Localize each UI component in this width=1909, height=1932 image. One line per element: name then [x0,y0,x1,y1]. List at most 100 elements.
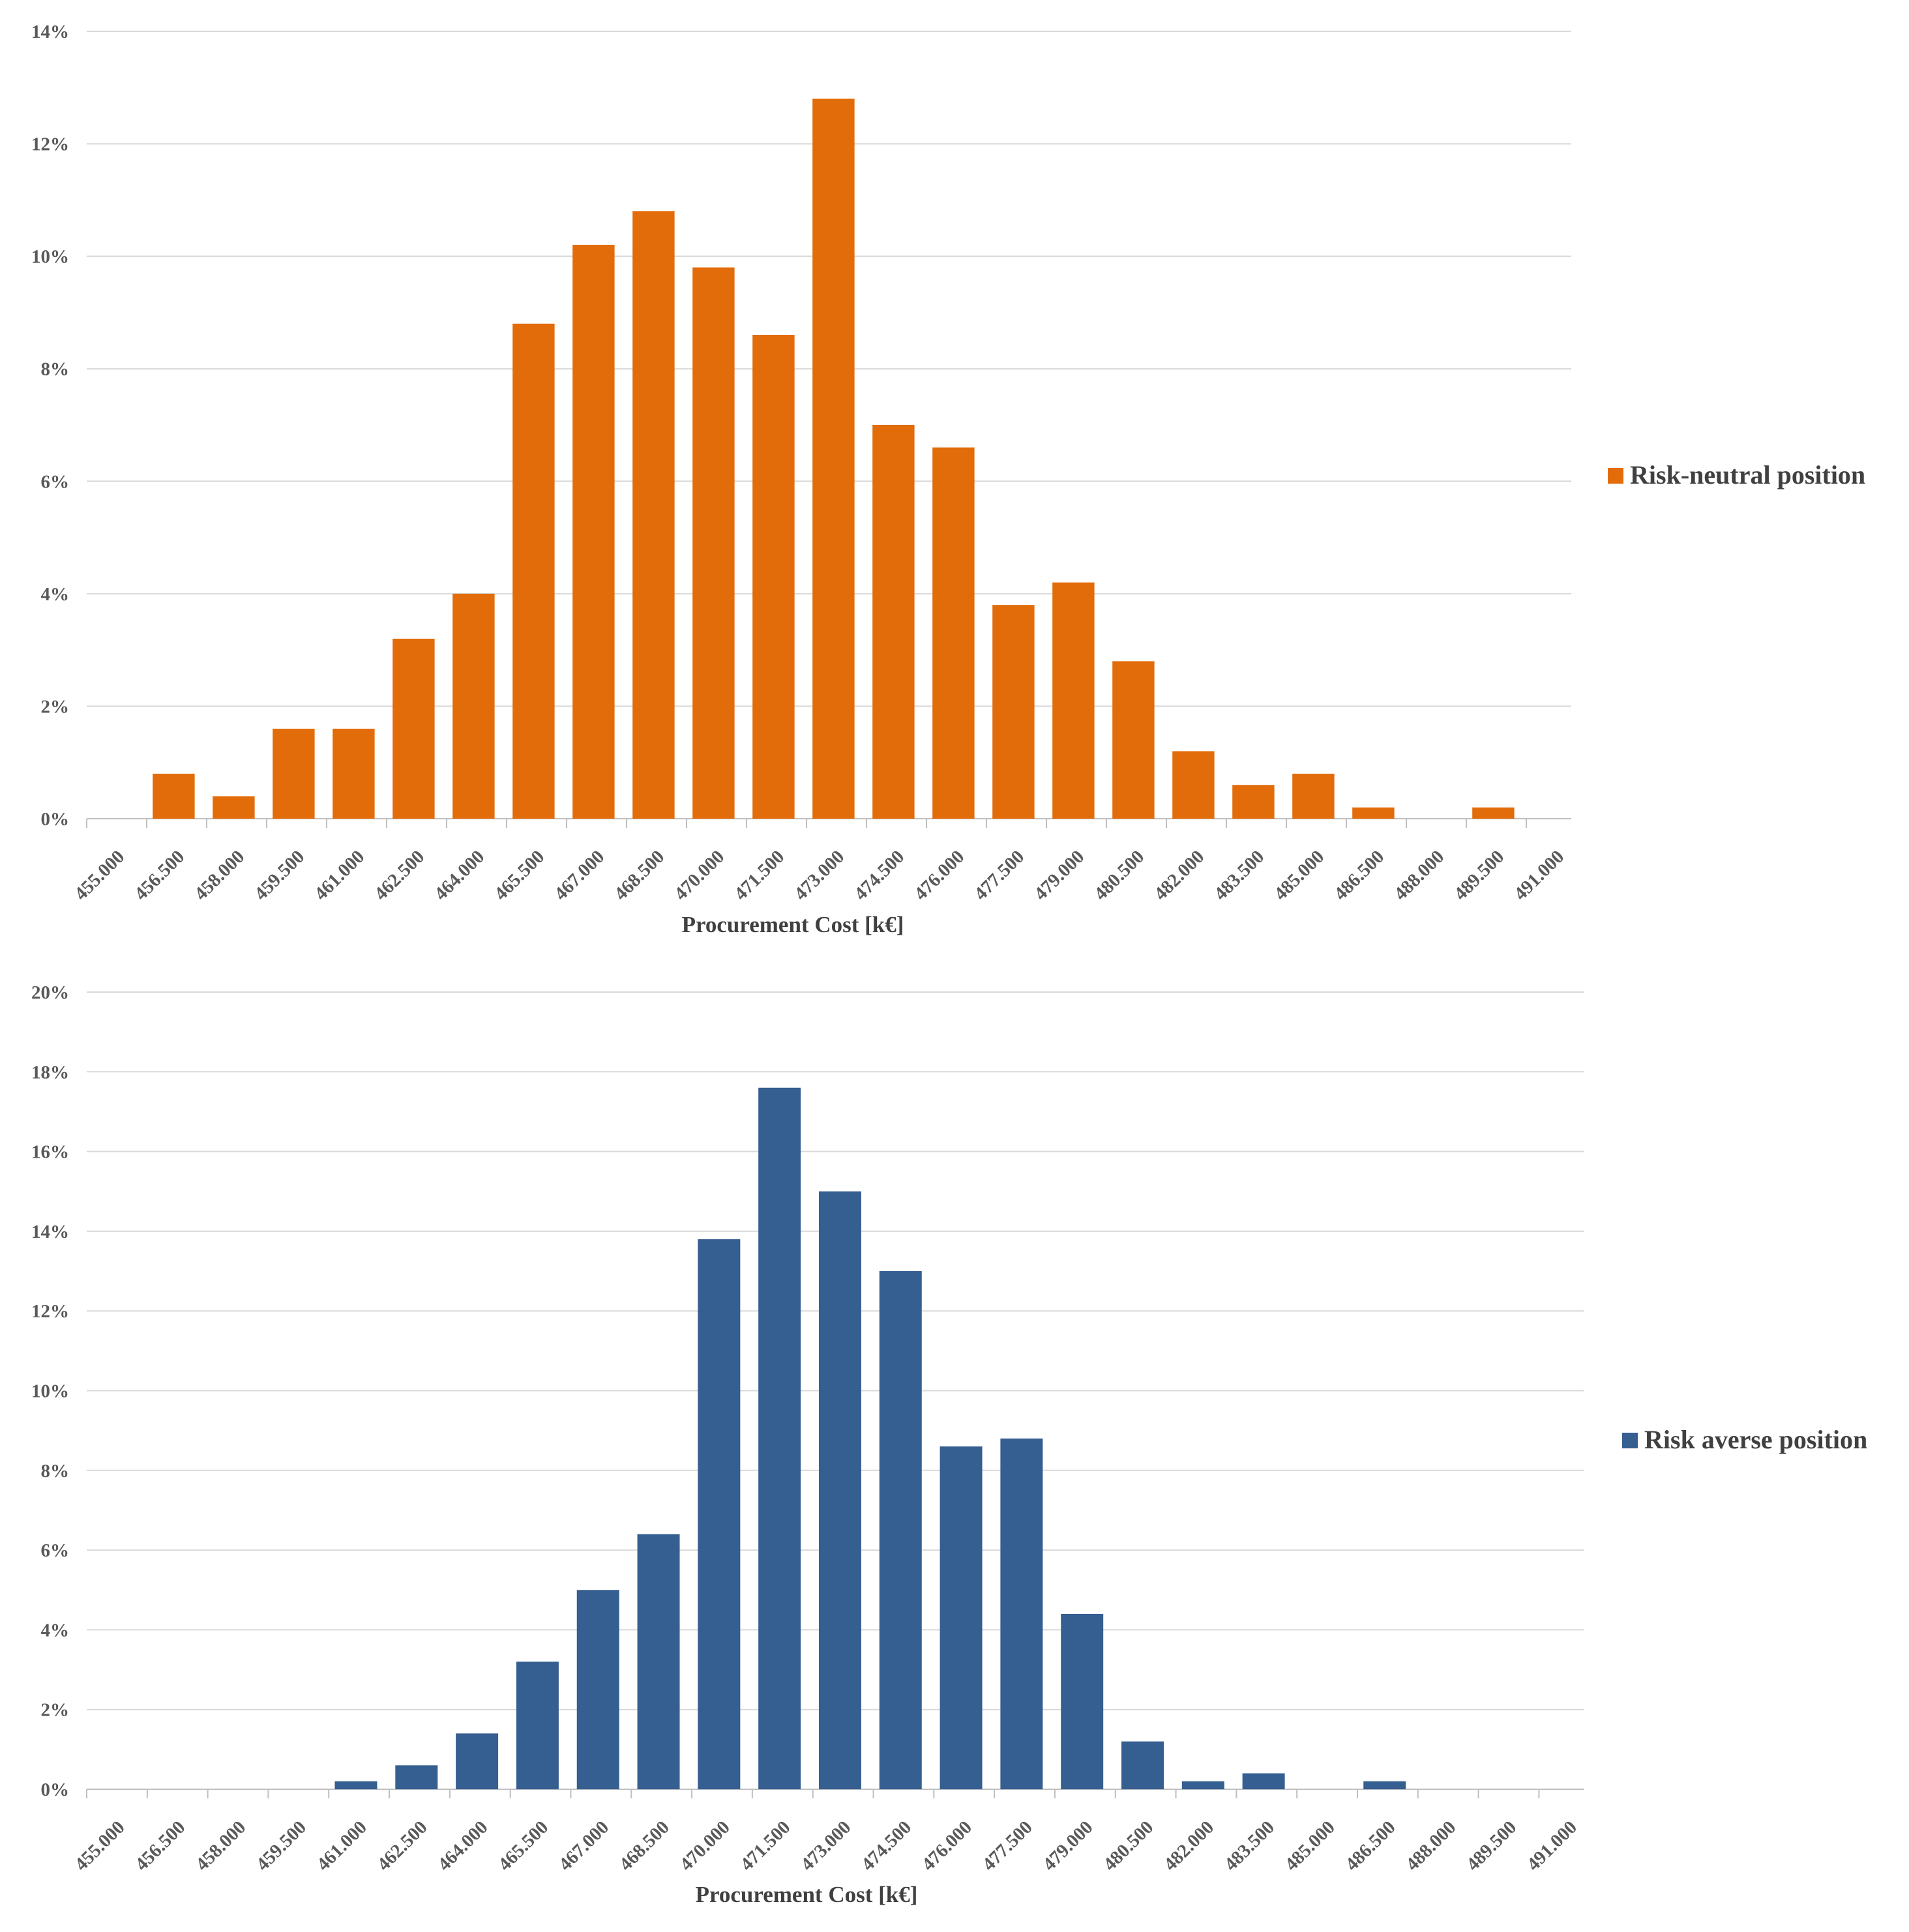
bar [213,796,255,819]
x-tick-label: 477.500 [970,846,1028,904]
bar [1242,1773,1285,1789]
y-tick-label: 8% [41,359,70,380]
y-tick-label: 4% [41,1620,70,1641]
bar [818,1191,861,1789]
x-tick-label: 462.500 [373,1817,431,1875]
x-tick-label: 476.000 [910,846,968,904]
x-tick-label: 456.500 [131,1817,189,1875]
bar [932,447,975,819]
x-tick-label: 485.000 [1270,846,1328,904]
bar [1292,773,1335,819]
bar [452,593,495,819]
x-tick-label: 477.500 [979,1817,1037,1875]
bar [758,1087,801,1789]
y-tick-label: 0% [41,809,70,830]
x-tick-label: 489.500 [1462,1817,1520,1875]
bar [1472,807,1515,819]
bar [1172,751,1215,819]
legend-label: Risk-neutral position [1630,460,1865,490]
x-tick-label: 467.000 [555,1817,613,1875]
x-tick-label: 464.000 [434,1817,492,1875]
x-tick-label: 471.500 [730,846,788,904]
y-tick-label: 16% [31,1142,69,1163]
y-tick-label: 12% [31,134,69,155]
bar [516,1661,559,1789]
x-tick-label: 486.500 [1330,846,1388,904]
legend-swatch [1608,468,1623,484]
x-tick-label: 459.500 [250,846,308,904]
bar [334,1781,377,1789]
y-tick-label: 14% [31,22,69,42]
x-tick-label: 459.500 [252,1817,310,1875]
bar [392,638,435,819]
bar [752,334,795,819]
legend-label: Risk averse position [1644,1425,1867,1454]
bar [1363,1781,1406,1789]
x-tick-label: 468.500 [610,846,668,904]
x-tick-label: 470.000 [676,1817,734,1875]
y-tick-label: 20% [31,982,69,1003]
bar [1061,1613,1104,1789]
bar [1181,1781,1224,1789]
y-tick-label: 12% [31,1301,69,1322]
bar [1121,1741,1164,1789]
y-tick-label: 6% [41,471,70,492]
x-tick-label: 464.000 [430,846,488,904]
x-axis-title: Procurement Cost [k€] [682,912,904,937]
y-tick-label: 10% [31,1381,69,1402]
bar [1232,785,1275,819]
bar [1000,1438,1043,1789]
bar [698,1239,741,1789]
bar [879,1271,922,1789]
x-tick-label: 488.000 [1390,846,1448,904]
bar [1352,807,1395,819]
x-tick-label: 462.500 [370,846,428,904]
y-tick-label: 2% [41,696,70,717]
x-tick-label: 483.500 [1221,1817,1279,1875]
x-tick-label: 488.000 [1402,1817,1460,1875]
bar [692,267,735,819]
bar [395,1765,438,1789]
x-tick-label: 458.000 [192,1817,250,1875]
bar [333,728,375,819]
x-tick-label: 461.000 [310,846,368,904]
risk-neutral-chart: 0% 2% 4% 6% 8% 10% 12% 14% 455.000 456.500 458.000… [31,22,1865,937]
x-tick-label: 470.000 [670,846,728,904]
x-tick-label: 456.500 [130,846,188,904]
x-tick-label: 482.000 [1160,1817,1218,1875]
x-tick-label: 479.000 [1039,1817,1097,1875]
x-tick-label: 491.000 [1510,846,1568,904]
x-tick-label: 455.000 [70,1817,128,1875]
x-tick-label: 491.000 [1523,1817,1581,1875]
y-tick-label: 6% [41,1540,70,1561]
x-tick-label: 468.500 [615,1817,673,1875]
y-tick-label: 2% [41,1700,70,1721]
x-tick-label: 458.000 [190,846,248,904]
x-tick-label: 473.000 [790,846,848,904]
bar [812,98,855,819]
y-tick-label: 18% [31,1062,69,1083]
x-tick-label: 465.500 [494,1817,552,1875]
bar [576,1590,619,1789]
x-tick-label: 465.500 [490,846,548,904]
x-tick-label: 461.000 [313,1817,371,1875]
x-tick-label: 489.500 [1450,846,1508,904]
bar [992,605,1035,819]
y-tick-label: 0% [41,1779,70,1800]
bar [512,323,555,819]
y-tick-label: 4% [41,584,70,605]
x-tick-label: 474.500 [850,846,908,904]
x-tick-label: 486.500 [1341,1817,1399,1875]
x-tick-label: 471.500 [736,1817,794,1875]
x-tick-label: 483.500 [1210,846,1268,904]
y-tick-label: 14% [31,1222,69,1242]
bar [632,211,675,819]
x-tick-label: 485.000 [1281,1817,1339,1875]
bar [940,1446,983,1789]
bar [637,1534,680,1789]
bar [572,244,615,819]
x-tick-label: 467.000 [550,846,608,904]
x-tick-label: 480.500 [1090,846,1148,904]
bar [1052,582,1095,819]
